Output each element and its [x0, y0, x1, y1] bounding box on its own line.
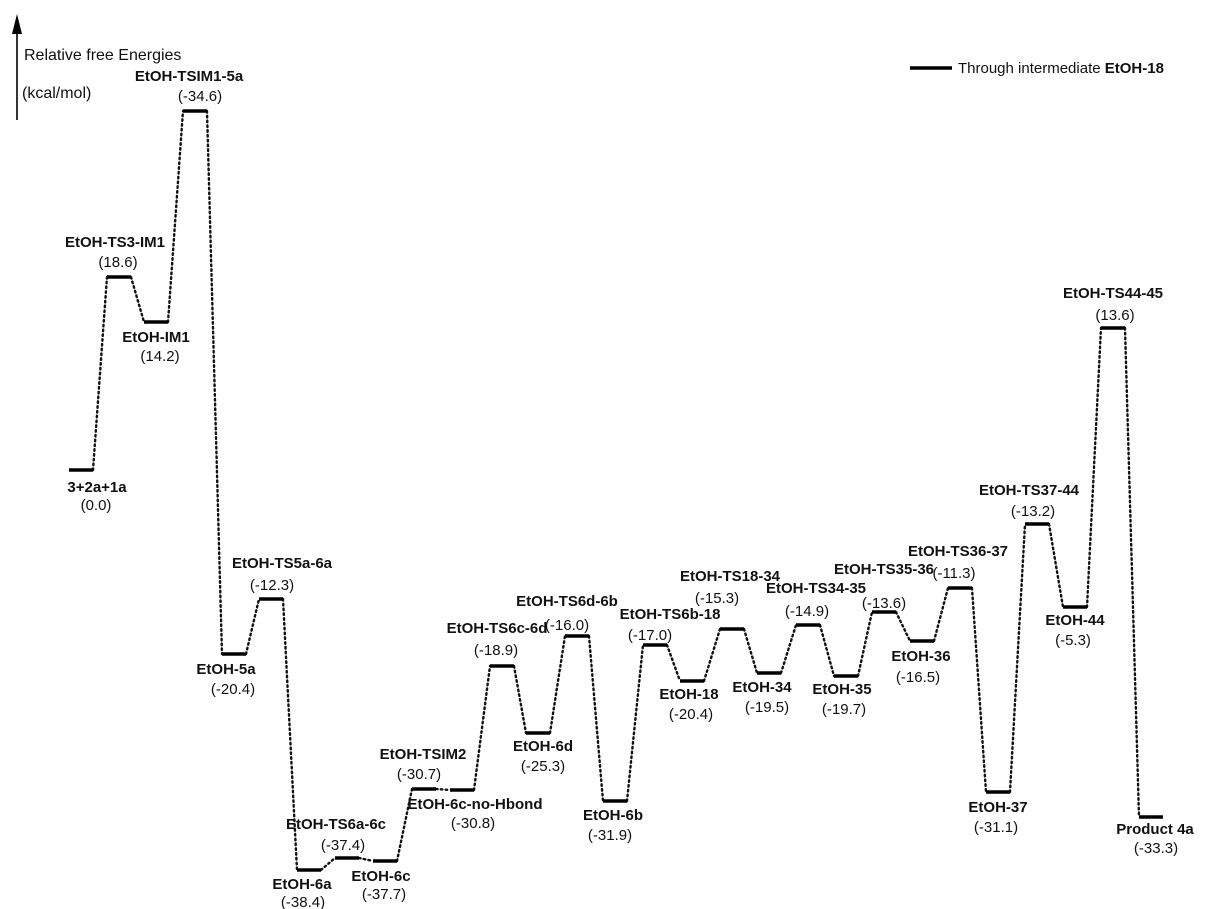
connector-line: [91, 275, 109, 472]
state-value-label: (-16.5): [896, 669, 940, 686]
state-name-label: EtOH-TS6d-6b: [516, 593, 618, 610]
state-name-label: EtOH-18: [659, 686, 718, 703]
connector-line: [129, 275, 146, 324]
connector-line: [1123, 326, 1141, 819]
state-value-label: (-37.4): [321, 837, 365, 854]
state-value-label: (-19.5): [745, 699, 789, 716]
state-value-label: (-31.9): [588, 827, 632, 844]
state-value-label: (-13.2): [1011, 503, 1055, 520]
connector-line: [625, 643, 645, 803]
legend-label: Through intermediate EtOH-18: [958, 60, 1164, 77]
state-value-label: (-17.0): [628, 627, 672, 644]
state-value-label: (-12.3): [250, 577, 294, 594]
energy-levels: [69, 109, 1163, 872]
connector-line: [434, 787, 452, 792]
y-axis-arrowhead-icon: [12, 14, 22, 34]
state-value-label: (-20.4): [669, 706, 713, 723]
connector-line: [1085, 326, 1103, 609]
state-value-label: (-20.4): [211, 681, 255, 698]
state-name-label: EtOH-IM1: [122, 329, 190, 346]
state-name-label: EtOH-TS35-36: [834, 561, 934, 578]
connector-line: [702, 627, 722, 683]
state-value-label: (-19.7): [822, 701, 866, 718]
state-labels: 3+2a+1a(0.0) EtOH-TS3-IM1 (18.6) EtOH-IM1 (1…: [65, 68, 1194, 909]
connector-line: [742, 627, 759, 675]
state-value-label: (-37.7): [362, 886, 406, 903]
connector-line: [281, 597, 299, 872]
legend-label-bold: EtOH-18: [1105, 60, 1164, 77]
state-name-label: EtOH-TS3-IM1: [65, 234, 165, 251]
state-name-label: EtOH-TS6c-6d: [447, 620, 548, 637]
state-name-label: EtOH-34: [732, 679, 792, 696]
connector-line: [548, 634, 567, 735]
state-value-label: (-33.3): [1134, 840, 1178, 857]
state-name-label: EtOH-TS37-44: [979, 482, 1080, 499]
connector-line: [357, 856, 375, 863]
connector-line: [1008, 522, 1027, 794]
connector-line: [395, 787, 414, 863]
state-name-label: EtOH-TSIM1-5a: [135, 68, 244, 85]
state-name-label: EtOH-TS18-34: [680, 568, 781, 585]
state-value-label: (-11.3): [932, 565, 975, 582]
connector-lines: [91, 109, 1141, 872]
y-axis: Relative free Energies (kcal/mol): [12, 14, 181, 120]
state-name-label: EtOH-35: [812, 681, 871, 698]
state-name-label: EtOH-6d: [513, 738, 573, 755]
connector-line: [818, 623, 836, 678]
state-name-label: EtOH-TS5a-6a: [232, 555, 333, 572]
legend: Through intermediate EtOH-18: [910, 60, 1164, 77]
state-name-label: Product 4a: [1116, 821, 1194, 838]
connector-line: [512, 664, 528, 735]
state-name-label: EtOH-6c: [351, 868, 410, 885]
state-value-label: (-18.9): [474, 642, 518, 659]
connector-line: [894, 610, 912, 643]
connector-line: [665, 643, 682, 683]
connector-line: [1047, 522, 1065, 609]
state-value-label: (0.0): [81, 497, 112, 514]
state-value-label: (-30.7): [397, 766, 441, 783]
connector-line: [319, 856, 337, 872]
state-value-label: (-16.0): [545, 617, 589, 634]
state-value-label: (-15.3): [695, 590, 739, 607]
state-name-label: EtOH-TS34-35: [766, 580, 866, 597]
state-value-label: (-34.6): [178, 88, 222, 105]
state-value-label: (-14.9): [785, 603, 829, 620]
connector-line: [856, 610, 874, 678]
state-value-label: (18.6): [98, 254, 137, 271]
y-axis-label: Relative free Energies: [24, 47, 181, 64]
state-name-label: EtOH-44: [1045, 612, 1105, 629]
connector-line: [205, 109, 224, 656]
connector-line: [587, 634, 605, 803]
state-value-label: (13.6): [1095, 307, 1134, 324]
connector-line: [779, 623, 798, 675]
state-name-label: EtOH-TS6b-18: [620, 606, 721, 623]
connector-line: [166, 109, 185, 324]
y-axis-unit: (kcal/mol): [22, 85, 91, 102]
state-name-label: EtOH-6b: [583, 807, 643, 824]
state-name-label: EtOH-5a: [196, 661, 256, 678]
connector-line: [970, 586, 988, 794]
state-name-label: EtOH-TSIM2: [380, 746, 467, 763]
state-name-label: EtOH-6a: [272, 876, 332, 893]
state-value-label: (-13.6): [862, 595, 906, 612]
state-name-label: EtOH-36: [891, 648, 950, 665]
legend-label-text: Through intermediate: [958, 60, 1105, 77]
connector-line: [472, 664, 492, 792]
state-name-label: EtOH-TS36-37: [908, 543, 1008, 560]
state-name-label: EtOH-TS44-45: [1063, 285, 1163, 302]
state-value-label: (-5.3): [1055, 632, 1091, 649]
state-name-label: EtOH-TS6a-6c: [286, 816, 386, 833]
connector-line: [932, 586, 950, 643]
state-value-label: (-25.3): [521, 758, 565, 775]
state-value-label: (-38.4): [281, 894, 325, 909]
state-name-label: EtOH-6c-no-Hbond: [408, 796, 543, 813]
state-value-label: (-31.1): [974, 819, 1018, 836]
state-value-label: (14.2): [140, 348, 179, 365]
connector-line: [244, 597, 261, 656]
state-name-label: 3+2a+1a: [67, 479, 127, 496]
state-name-label: EtOH-37: [968, 799, 1027, 816]
state-value-label: (-30.8): [451, 815, 495, 832]
